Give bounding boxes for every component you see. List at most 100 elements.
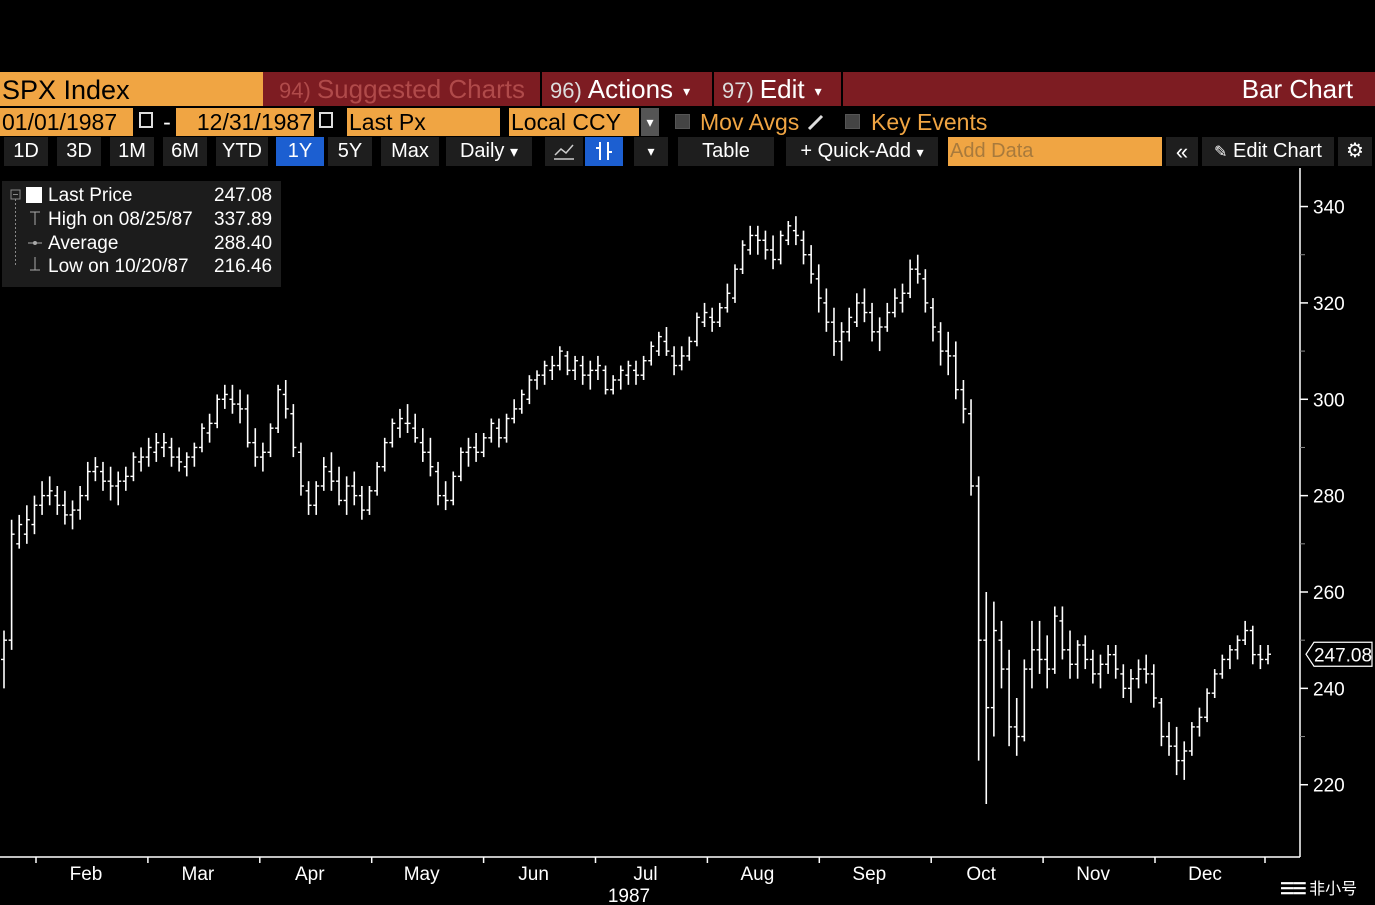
legend-low-label: Low on 10/20/87 bbox=[48, 256, 189, 277]
key-events-checkbox[interactable] bbox=[845, 114, 860, 129]
ohlc-bar bbox=[115, 471, 122, 506]
calendar-icon[interactable] bbox=[319, 112, 333, 128]
actions-number: 96) bbox=[550, 78, 582, 103]
ohlc-bar bbox=[1188, 722, 1195, 756]
frequency-label: Daily bbox=[459, 140, 505, 162]
ohlc-bar bbox=[960, 380, 967, 424]
ohlc-bar bbox=[998, 620, 1005, 689]
ohlc-bar bbox=[594, 355, 601, 380]
currency-selector[interactable]: Local CCY bbox=[509, 108, 639, 136]
y-tick-label: 260 bbox=[1313, 583, 1345, 604]
range-button-1y[interactable]: 1Y bbox=[276, 137, 324, 166]
pencil-icon[interactable] bbox=[806, 112, 826, 137]
line-chart-icon[interactable] bbox=[545, 137, 583, 166]
ohlc-bar bbox=[39, 481, 46, 515]
ohlc-bar bbox=[693, 312, 700, 347]
last-price-label: 247.08 bbox=[1314, 645, 1372, 666]
field-selector[interactable]: Last Px bbox=[347, 108, 500, 136]
ohlc-bar bbox=[396, 408, 403, 438]
ohlc-bar bbox=[1112, 645, 1119, 679]
ohlc-bar bbox=[1097, 654, 1104, 689]
quick-add-button[interactable]: + Quick-Add ▾ bbox=[786, 137, 938, 166]
ohlc-bar bbox=[1051, 606, 1058, 674]
menu-divider bbox=[540, 72, 542, 106]
ohlc-bar bbox=[640, 355, 647, 380]
y-tick-label: 240 bbox=[1313, 679, 1345, 700]
range-button-1d[interactable]: 1D bbox=[4, 137, 48, 166]
bar-chart-icon[interactable] bbox=[585, 137, 623, 166]
ohlc-bar bbox=[1135, 659, 1142, 689]
ohlc-bar bbox=[1028, 620, 1035, 689]
mov-avgs-checkbox[interactable] bbox=[675, 114, 690, 129]
range-button-6m[interactable]: 6M bbox=[163, 137, 207, 166]
ohlc-bar bbox=[899, 283, 906, 313]
range-button-3d[interactable]: 3D bbox=[57, 137, 101, 166]
ohlc-bar bbox=[252, 428, 259, 467]
y-tick-label: 220 bbox=[1313, 776, 1345, 797]
chart-style-caret-icon[interactable]: ▾ bbox=[634, 137, 668, 166]
range-button-5y[interactable]: 5Y bbox=[328, 137, 372, 166]
ohlc-bar bbox=[1082, 635, 1089, 670]
edit-menu[interactable]: 97) Edit ▾ bbox=[722, 72, 840, 106]
ohlc-bar bbox=[1059, 606, 1066, 660]
ohlc-bar bbox=[389, 418, 396, 448]
ohlc-bar bbox=[777, 230, 784, 265]
ohlc-bar bbox=[450, 471, 457, 506]
suggested-charts-menu[interactable]: 94) Suggested Charts bbox=[266, 72, 538, 106]
ohlc-bar bbox=[549, 355, 556, 380]
ohlc-bar bbox=[503, 413, 510, 443]
add-data-input[interactable]: Add Data bbox=[948, 137, 1162, 166]
ohlc-bar bbox=[990, 601, 997, 737]
ohlc-bar bbox=[176, 447, 183, 472]
key-events-label: Key Events bbox=[871, 109, 988, 135]
actions-caret-icon: ▾ bbox=[683, 83, 691, 100]
ohlc-bar bbox=[952, 341, 959, 400]
quick-add-caret-icon: ▾ bbox=[916, 144, 924, 160]
edit-chart-button[interactable]: ✎ Edit Chart bbox=[1202, 137, 1334, 166]
collapse-icon[interactable]: « bbox=[1166, 137, 1198, 166]
currency-dropdown-icon[interactable]: ▾ bbox=[641, 108, 659, 136]
range-button-max[interactable]: Max bbox=[381, 137, 439, 166]
ohlc-bar bbox=[297, 442, 304, 496]
ohlc-bar bbox=[1219, 654, 1226, 679]
start-date-field[interactable]: 01/01/1987 bbox=[0, 108, 133, 136]
ohlc-bar bbox=[366, 486, 373, 515]
table-button[interactable]: Table bbox=[678, 137, 774, 166]
ticker-field[interactable]: SPX Index bbox=[0, 72, 263, 106]
ohlc-bar bbox=[945, 331, 952, 376]
watermark-logo-icon: ☰☰ bbox=[1280, 881, 1307, 898]
ohlc-bar bbox=[1044, 635, 1051, 689]
ohlc-bar bbox=[747, 225, 754, 255]
y-tick-label: 280 bbox=[1313, 487, 1345, 508]
y-tick-label: 340 bbox=[1313, 198, 1345, 219]
actions-menu[interactable]: 96) Actions ▾ bbox=[550, 72, 710, 106]
ohlc-bar bbox=[716, 302, 723, 327]
end-date-field[interactable]: 12/31/1987 bbox=[176, 108, 314, 136]
ohlc-bar bbox=[770, 235, 777, 270]
ohlc-bar bbox=[785, 221, 792, 246]
range-button-1m[interactable]: 1M bbox=[110, 137, 154, 166]
ohlc-bar bbox=[823, 288, 830, 332]
ohlc-bar bbox=[1196, 707, 1203, 737]
gear-icon[interactable]: ⚙ bbox=[1338, 137, 1372, 166]
calendar-icon[interactable] bbox=[139, 112, 153, 128]
ohlc-bar bbox=[617, 365, 624, 390]
ohlc-bar bbox=[800, 230, 807, 265]
x-tick-label: Dec bbox=[1188, 864, 1222, 885]
ohlc-bar bbox=[305, 481, 312, 515]
ohlc-bar bbox=[1105, 645, 1112, 674]
frequency-selector[interactable]: Daily ▾ bbox=[446, 137, 532, 166]
ohlc-bar bbox=[975, 476, 982, 761]
ohlc-bar bbox=[259, 442, 266, 472]
ohlc-bar bbox=[77, 486, 84, 520]
last-price-tag bbox=[1305, 641, 1373, 667]
date-separator: - bbox=[163, 109, 171, 135]
ohlc-bar bbox=[435, 461, 442, 506]
ohlc-bar bbox=[313, 481, 320, 515]
ohlc-bar bbox=[572, 355, 579, 380]
ohlc-bar bbox=[1143, 654, 1150, 684]
range-button-ytd[interactable]: YTD bbox=[216, 137, 268, 166]
ohlc-bar bbox=[884, 302, 891, 332]
legend-high-label: High on 08/25/87 bbox=[48, 209, 193, 230]
